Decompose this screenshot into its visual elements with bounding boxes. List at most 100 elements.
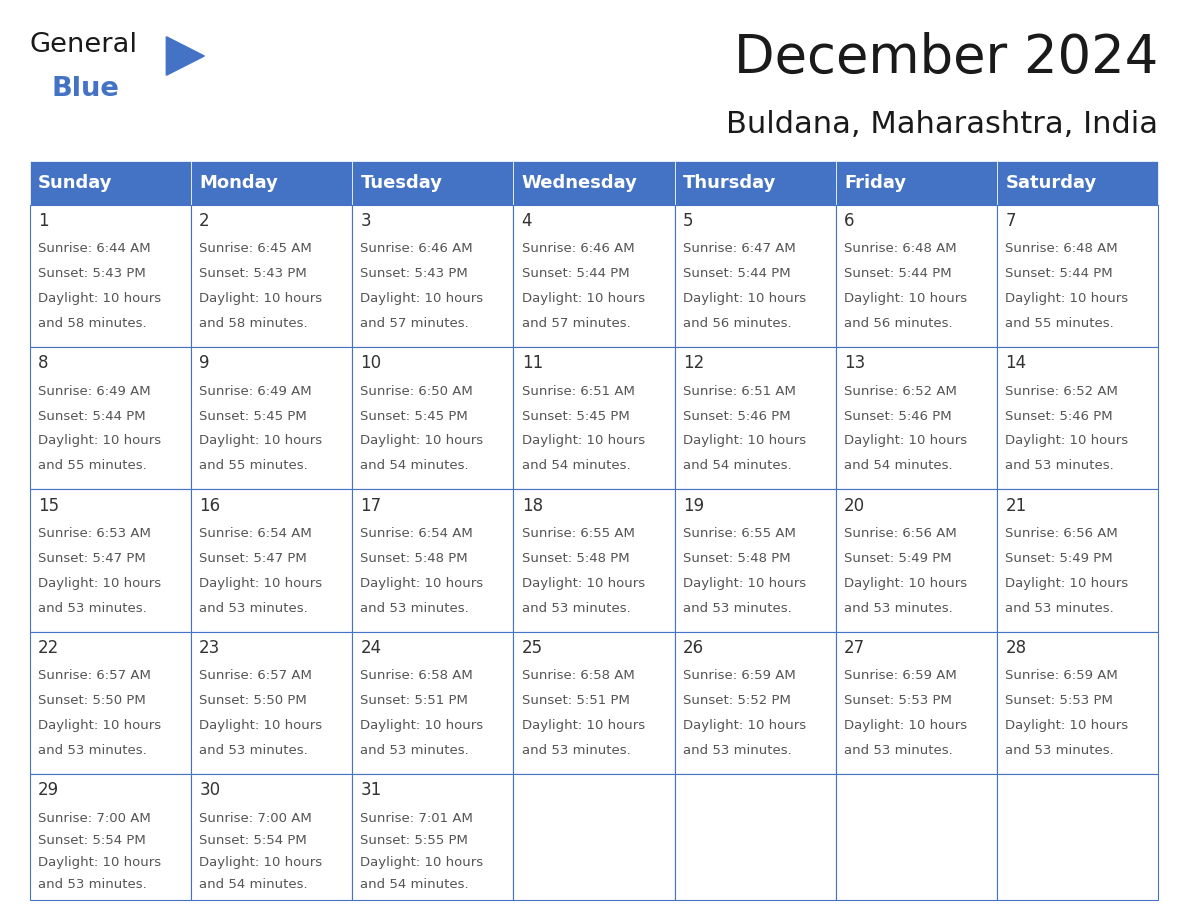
Text: Sunrise: 6:59 AM: Sunrise: 6:59 AM <box>845 669 956 682</box>
Text: and 53 minutes.: and 53 minutes. <box>360 601 469 615</box>
Bar <box>836 205 997 347</box>
Text: Daylight: 10 hours: Daylight: 10 hours <box>360 434 484 447</box>
Text: and 53 minutes.: and 53 minutes. <box>522 744 631 757</box>
Text: Sunset: 5:44 PM: Sunset: 5:44 PM <box>845 267 952 280</box>
Bar <box>836 489 997 632</box>
Text: 19: 19 <box>683 497 704 515</box>
Text: 2: 2 <box>200 212 210 230</box>
Text: Wednesday: Wednesday <box>522 174 638 192</box>
Text: Daylight: 10 hours: Daylight: 10 hours <box>200 292 322 305</box>
Text: and 55 minutes.: and 55 minutes. <box>38 459 147 473</box>
Text: Sunrise: 6:46 AM: Sunrise: 6:46 AM <box>522 242 634 255</box>
Text: Sunset: 5:52 PM: Sunset: 5:52 PM <box>683 694 791 707</box>
Text: and 53 minutes.: and 53 minutes. <box>845 601 953 615</box>
Text: Daylight: 10 hours: Daylight: 10 hours <box>683 577 805 589</box>
Text: Daylight: 10 hours: Daylight: 10 hours <box>1005 577 1129 589</box>
Text: Sunrise: 6:52 AM: Sunrise: 6:52 AM <box>1005 385 1118 397</box>
Text: Daylight: 10 hours: Daylight: 10 hours <box>845 434 967 447</box>
Text: and 58 minutes.: and 58 minutes. <box>38 317 146 330</box>
Text: Sunset: 5:44 PM: Sunset: 5:44 PM <box>522 267 630 280</box>
Text: 20: 20 <box>845 497 865 515</box>
Bar <box>352 774 513 900</box>
Text: Sunrise: 6:52 AM: Sunrise: 6:52 AM <box>845 385 958 397</box>
Bar <box>836 347 997 489</box>
Bar <box>836 161 997 205</box>
Text: Sunset: 5:51 PM: Sunset: 5:51 PM <box>360 694 468 707</box>
Text: Daylight: 10 hours: Daylight: 10 hours <box>200 577 322 589</box>
Text: Daylight: 10 hours: Daylight: 10 hours <box>360 719 484 732</box>
Text: and 54 minutes.: and 54 minutes. <box>522 459 631 473</box>
Text: Sunset: 5:49 PM: Sunset: 5:49 PM <box>1005 552 1113 565</box>
Text: 28: 28 <box>1005 639 1026 657</box>
Text: and 58 minutes.: and 58 minutes. <box>200 317 308 330</box>
Text: Sunset: 5:51 PM: Sunset: 5:51 PM <box>522 694 630 707</box>
Text: and 53 minutes.: and 53 minutes. <box>845 744 953 757</box>
Text: Sunset: 5:43 PM: Sunset: 5:43 PM <box>200 267 307 280</box>
Text: Daylight: 10 hours: Daylight: 10 hours <box>683 719 805 732</box>
Text: Sunrise: 7:01 AM: Sunrise: 7:01 AM <box>360 812 473 824</box>
Text: and 53 minutes.: and 53 minutes. <box>200 601 308 615</box>
Bar <box>513 632 675 774</box>
Text: Daylight: 10 hours: Daylight: 10 hours <box>38 292 162 305</box>
Text: 17: 17 <box>360 497 381 515</box>
Text: Sunrise: 6:55 AM: Sunrise: 6:55 AM <box>522 527 634 540</box>
Text: Daylight: 10 hours: Daylight: 10 hours <box>845 577 967 589</box>
Polygon shape <box>166 37 204 75</box>
Text: Sunrise: 6:48 AM: Sunrise: 6:48 AM <box>845 242 956 255</box>
Text: 31: 31 <box>360 781 381 800</box>
Text: 27: 27 <box>845 639 865 657</box>
Text: Tuesday: Tuesday <box>360 174 442 192</box>
Text: Sunrise: 6:45 AM: Sunrise: 6:45 AM <box>200 242 312 255</box>
Text: 25: 25 <box>522 639 543 657</box>
Text: Sunrise: 6:47 AM: Sunrise: 6:47 AM <box>683 242 796 255</box>
Text: 11: 11 <box>522 354 543 373</box>
Text: and 53 minutes.: and 53 minutes. <box>522 601 631 615</box>
Text: Sunrise: 6:56 AM: Sunrise: 6:56 AM <box>845 527 956 540</box>
Text: and 56 minutes.: and 56 minutes. <box>683 317 791 330</box>
Text: Sunrise: 6:49 AM: Sunrise: 6:49 AM <box>38 385 151 397</box>
Text: and 54 minutes.: and 54 minutes. <box>360 878 469 890</box>
Text: Daylight: 10 hours: Daylight: 10 hours <box>360 577 484 589</box>
Text: 22: 22 <box>38 639 59 657</box>
Text: Daylight: 10 hours: Daylight: 10 hours <box>1005 719 1129 732</box>
Text: and 53 minutes.: and 53 minutes. <box>1005 744 1114 757</box>
Text: Sunrise: 6:58 AM: Sunrise: 6:58 AM <box>522 669 634 682</box>
Bar <box>191 347 352 489</box>
Text: 29: 29 <box>38 781 59 800</box>
Bar <box>997 347 1158 489</box>
Text: and 53 minutes.: and 53 minutes. <box>683 601 791 615</box>
Bar <box>191 161 352 205</box>
Text: Sunrise: 6:56 AM: Sunrise: 6:56 AM <box>1005 527 1118 540</box>
Text: 21: 21 <box>1005 497 1026 515</box>
Bar <box>513 774 675 900</box>
Text: Sunrise: 7:00 AM: Sunrise: 7:00 AM <box>200 812 312 824</box>
Text: Sunrise: 6:57 AM: Sunrise: 6:57 AM <box>200 669 312 682</box>
Bar <box>30 489 191 632</box>
Text: General: General <box>30 32 138 58</box>
Text: Sunset: 5:54 PM: Sunset: 5:54 PM <box>38 834 146 846</box>
Text: 5: 5 <box>683 212 694 230</box>
Text: and 53 minutes.: and 53 minutes. <box>38 878 147 890</box>
Text: Monday: Monday <box>200 174 278 192</box>
Text: 9: 9 <box>200 354 210 373</box>
Text: and 54 minutes.: and 54 minutes. <box>360 459 469 473</box>
Text: Sunrise: 6:54 AM: Sunrise: 6:54 AM <box>200 527 312 540</box>
Text: Sunset: 5:45 PM: Sunset: 5:45 PM <box>200 409 307 422</box>
Text: Daylight: 10 hours: Daylight: 10 hours <box>200 434 322 447</box>
Text: Daylight: 10 hours: Daylight: 10 hours <box>360 292 484 305</box>
Text: Daylight: 10 hours: Daylight: 10 hours <box>38 577 162 589</box>
Text: Friday: Friday <box>845 174 906 192</box>
Text: and 56 minutes.: and 56 minutes. <box>845 317 953 330</box>
Text: Sunset: 5:43 PM: Sunset: 5:43 PM <box>38 267 146 280</box>
Text: Sunrise: 6:53 AM: Sunrise: 6:53 AM <box>38 527 151 540</box>
Bar <box>675 632 836 774</box>
Text: 16: 16 <box>200 497 220 515</box>
Text: Sunrise: 6:55 AM: Sunrise: 6:55 AM <box>683 527 796 540</box>
Text: Sunset: 5:47 PM: Sunset: 5:47 PM <box>38 552 146 565</box>
Text: 6: 6 <box>845 212 854 230</box>
Text: 4: 4 <box>522 212 532 230</box>
Text: Daylight: 10 hours: Daylight: 10 hours <box>1005 434 1129 447</box>
Text: 15: 15 <box>38 497 59 515</box>
Text: and 53 minutes.: and 53 minutes. <box>38 744 147 757</box>
Text: Sunrise: 6:51 AM: Sunrise: 6:51 AM <box>683 385 796 397</box>
